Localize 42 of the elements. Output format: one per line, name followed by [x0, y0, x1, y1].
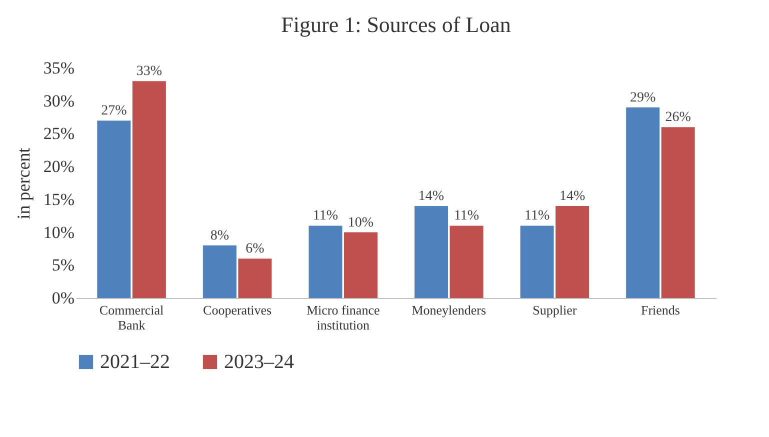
data-label: 14% [559, 189, 586, 204]
y-tick-label: 5% [52, 256, 74, 275]
y-tick-label: 30% [43, 91, 74, 110]
data-label: 8% [210, 228, 230, 244]
y-tick-label: 25% [43, 124, 74, 144]
data-label: 11% [454, 208, 480, 224]
x-tick-label: Moneylenders [412, 302, 486, 318]
data-label: 11% [312, 208, 338, 224]
bar [202, 245, 236, 298]
legend-label: 2021–22 [100, 351, 170, 373]
bar [344, 232, 378, 298]
y-tick-label: 15% [43, 190, 74, 209]
bar [556, 206, 590, 298]
data-label: 14% [418, 189, 444, 204]
x-tick-label: Micro finance institution [306, 302, 380, 332]
data-label: 6% [246, 242, 265, 257]
x-tick-label: Friends [640, 302, 680, 318]
data-label: 11% [524, 208, 550, 224]
chart-title: Figure 1: Sources of Loan [281, 12, 511, 37]
y-axis-title: in percent [13, 148, 34, 220]
y-tick-label: 35% [43, 58, 74, 78]
bar [661, 127, 695, 298]
data-label: 10% [348, 215, 374, 230]
legend-label: 2023–24 [224, 351, 294, 373]
data-label: 27% [101, 104, 128, 119]
x-tick-label: Supplier [532, 302, 578, 318]
bar [520, 226, 554, 298]
bar [132, 81, 166, 298]
x-tick-label: Cooperatives [203, 302, 272, 318]
bar [308, 226, 342, 298]
data-label: 26% [665, 110, 692, 126]
y-tick-label: 0% [52, 288, 74, 308]
x-tick-label: Commercial Bank [99, 302, 164, 332]
bar [626, 107, 660, 298]
bar [238, 258, 272, 298]
data-label: 29% [630, 90, 656, 106]
bar [450, 226, 484, 298]
y-tick-label: 20% [43, 157, 74, 176]
bar [97, 120, 131, 298]
data-label: 33% [136, 64, 162, 80]
bar [414, 206, 448, 298]
y-tick-label: 10% [43, 222, 74, 242]
